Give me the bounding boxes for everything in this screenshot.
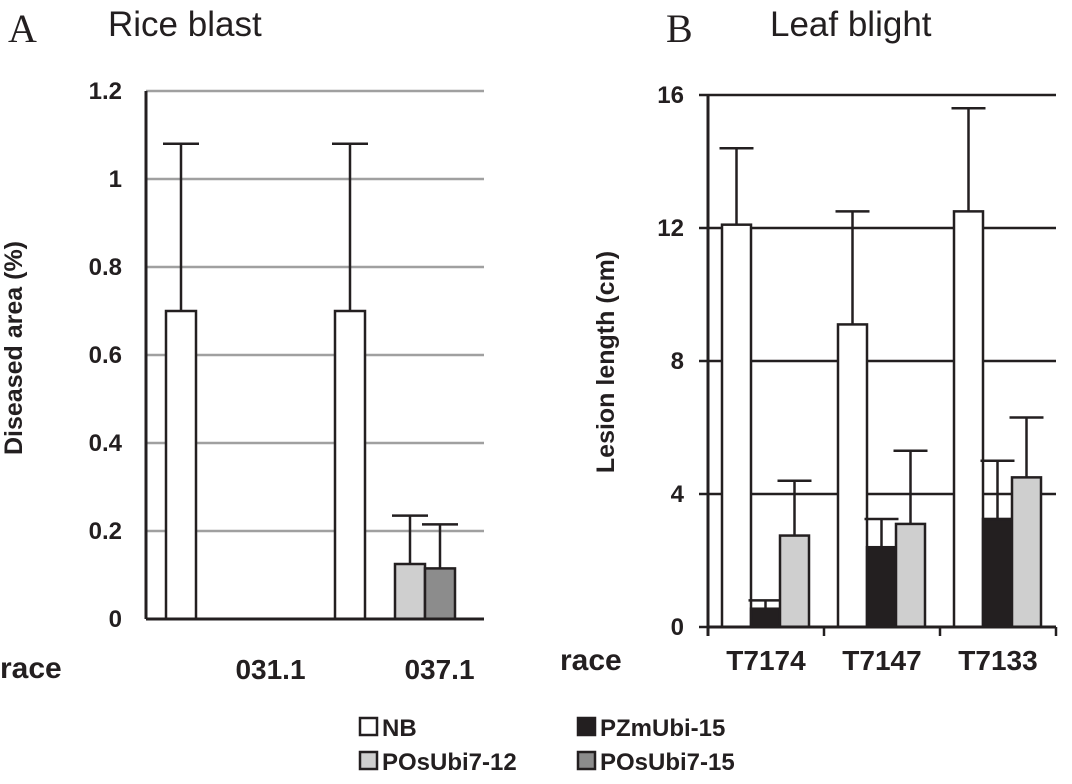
panel-b-y-tick-label: 16 xyxy=(657,82,684,109)
legend: NB PZmUbi-15 POsUbi7-12 POsUbi7-15 xyxy=(358,715,735,776)
panel-a-y-tick-label: 1 xyxy=(109,166,122,193)
panel-a-plot: 0 0.2 0.4 0.6 0.8 1 1.2 031.1 037.1 xyxy=(89,78,484,685)
panel-b-x-axis-label: race xyxy=(560,644,622,677)
panel-b-category-label: T7133 xyxy=(958,645,1037,676)
panel-a-y-tick-label: 1.2 xyxy=(89,78,122,105)
panel-a-y-tick-label: 0.2 xyxy=(89,518,122,545)
legend-label-pzmubi-15: PZmUbi-15 xyxy=(600,715,725,742)
panel-b-y-tick-label: 8 xyxy=(671,348,684,375)
panel-a-bar-nb-031-1 xyxy=(164,309,198,621)
panel-a-y-tick-label: 0.6 xyxy=(89,342,122,369)
panel-a-y-axis-label: Diseased area (%) xyxy=(0,241,28,455)
legend-label-posubi7-12: POsUbi7-12 xyxy=(382,749,517,776)
panel-b-bar-pzmubi-15-t7174 xyxy=(749,607,782,629)
panel-a-x-axis-label: race xyxy=(0,652,62,685)
panel-b-y-axis-label: Lesion length (cm) xyxy=(592,251,620,473)
panel-b-bar-nb-t7147 xyxy=(836,323,869,629)
panel-b-bar-pzmubi-15-t7147 xyxy=(865,545,898,629)
panel-a-category-label: 031.1 xyxy=(235,654,305,685)
legend-label-nb: NB xyxy=(382,715,417,742)
panel-b-bar-nb-t7133 xyxy=(952,210,985,629)
legend-label-posubi7-15: POsUbi7-15 xyxy=(600,749,735,776)
legend-swatch-posubi7-12 xyxy=(358,750,379,771)
panel-b-bar-pzmubi-15-t7133 xyxy=(981,517,1014,629)
panel-b-letter: B xyxy=(666,6,693,51)
panel-a-y-tick-label: 0 xyxy=(109,606,122,633)
panel-a-y-tick-label: 0.4 xyxy=(89,430,123,457)
panel-a-letter: A xyxy=(8,6,37,51)
panel-a-bar-nb-037-1 xyxy=(333,309,367,621)
panel-b-plot: 0 4 8 12 16 T7174 T7147 T7133 xyxy=(657,82,1058,676)
panel-a-y-tick-label: 0.8 xyxy=(89,254,122,281)
panel-b-bar-posubi7-12-t7174 xyxy=(778,534,811,629)
legend-swatch-pzmubi-15 xyxy=(576,716,597,737)
legend-swatch-posubi7-15 xyxy=(576,750,597,771)
panel-a-category-label: 037.1 xyxy=(404,654,474,685)
panel-b-y-tick-label: 0 xyxy=(671,614,684,641)
legend-swatch-nb xyxy=(358,716,379,737)
panel-b-category-label: T7147 xyxy=(842,645,921,676)
panel-a-bar-posubi7-12-037-1 xyxy=(393,562,427,621)
panel-b-bar-posubi7-12-t7133 xyxy=(1010,476,1043,629)
panel-b-title: Leaf blight xyxy=(770,5,932,44)
panel-b-bar-posubi7-12-t7147 xyxy=(894,522,927,629)
panel-b-y-tick-label: 4 xyxy=(671,481,685,508)
panel-b-category-label: T7174 xyxy=(726,645,806,676)
panel-a-bar-posubi7-15-037-1 xyxy=(423,567,457,621)
panel-b-bar-nb-t7174 xyxy=(720,223,753,629)
panel-a-title: Rice blast xyxy=(108,5,262,44)
panel-b-y-tick-label: 12 xyxy=(657,215,684,242)
